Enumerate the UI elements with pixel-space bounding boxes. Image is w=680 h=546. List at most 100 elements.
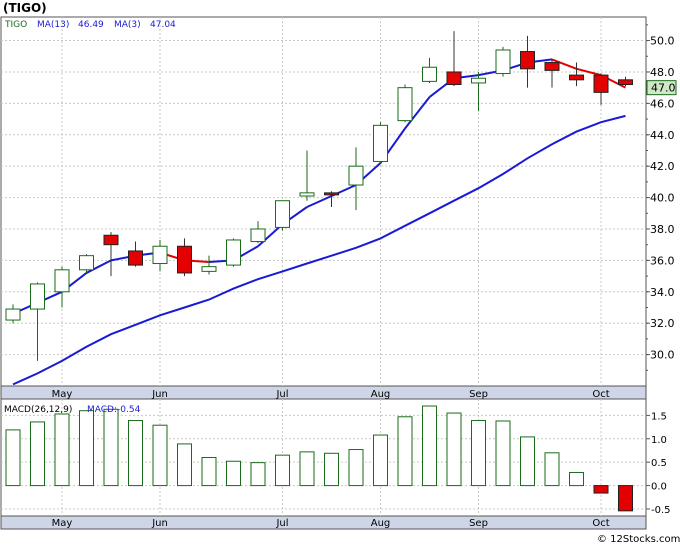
candle-body-up [299,192,315,197]
price-gridlines [1,17,646,386]
macd-axis-ticks: 1.5 1.0 0.5 0.0 -0.5 [646,411,671,516]
last-price-label: 47.0 [651,82,676,95]
ma3-line-segment [306,195,332,208]
price-panel-frame [0,16,647,387]
macd-title: MACD(26,12,9) [4,405,72,415]
macd-bar [128,420,143,487]
ma3-line-segment [551,58,577,70]
macd-bars [5,405,633,512]
macd-tick-label: 0.0 [651,482,667,493]
price-tick-label: 50.0 [650,35,675,48]
price-month-label: Oct [592,389,609,400]
price-tick-label: 38.0 [650,223,675,236]
month-labels: May May Jun Jun Jul Jul Aug Aug Sep Sep Oct Oct [52,389,610,529]
ma3-line-segment [257,223,284,247]
macd-gridlines [1,399,646,516]
price-tick-label: 36.0 [650,254,675,267]
macd-bar [618,485,633,512]
price-tick-label: 30.0 [650,349,675,362]
candle-body-up [422,66,437,82]
macd-tick-label: 1.5 [651,411,667,422]
price-month-band [0,385,647,400]
price-tick-label: 48.0 [650,66,675,79]
price-tick-label: 44.0 [650,129,675,142]
legend-ma13-value: 46.49 [78,20,104,30]
macd-bar [103,408,119,487]
ma3-line-segment [86,259,112,274]
macd-tick-label: 1.0 [651,435,667,446]
macd-tick-label: 0.5 [651,458,667,469]
price-tick-label: 40.0 [650,192,675,205]
macd-bar [299,451,315,487]
price-tick-label: 46.0 [650,97,675,110]
macd-bar [201,457,217,487]
price-month-label: May [52,389,73,400]
candle-body-up [79,255,94,271]
macd-bar [250,462,266,487]
candle-body-down [177,245,192,274]
candle-body-down [569,74,584,81]
candle-body-up [5,308,21,321]
legend-symbol: TIGO [4,20,27,30]
candle-body-down [618,79,633,86]
candle-body-up [275,200,290,228]
candle-body-up [495,49,511,75]
candle-body-up [348,165,364,186]
macd-bar [520,436,535,487]
price-axis-ticks: 50.0 48.0 46.0 44.0 42.0 40.0 38.0 36.0 34.0 32.0… [646,24,675,371]
macd-bar [5,429,21,487]
macd-month-label: Aug [371,518,391,529]
macd-value-label: MACD:-0.54 [87,405,141,415]
candle-body-up [152,245,168,265]
macd-bar [544,452,560,487]
macd-bar [324,452,339,487]
candle-body-up [54,269,70,293]
macd-month-label: Jun [151,518,168,529]
candle-body-up [250,228,266,243]
candle-body-up [471,77,486,84]
macd-month-label: May [52,518,73,529]
macd-bar [593,485,609,494]
candle-body-down [544,62,560,71]
candle-body-down [446,71,462,86]
candlesticks [5,31,633,361]
candle-body-down [103,234,119,246]
macd-tick-label: -0.5 [651,505,671,516]
candle-body-down [128,250,143,266]
candle-body-up [201,266,217,272]
candle-body-down [593,74,609,93]
price-month-label: Jul [275,389,288,400]
price-tick-label: 32.0 [650,317,675,330]
ma13-line [12,114,626,386]
candle-body-up [226,239,241,266]
macd-bar [275,454,290,487]
candle-body-down [520,51,535,70]
macd-month-label: Sep [469,518,488,529]
macd-bar [471,420,486,487]
macd-bar [397,416,413,487]
macd-bar [30,421,45,487]
chart-title: (TIGO) [3,1,47,15]
legend-ma13-label: MA(13) [37,20,69,30]
last-price-box [646,80,677,96]
legend-ma3-value: 47.04 [150,20,176,30]
macd-bar [226,460,241,487]
macd-bar [348,449,364,487]
ma3-line-segment [404,96,431,130]
macd-bar [54,413,70,487]
candle-body-down [324,192,339,196]
candle-body-up [373,124,388,162]
ma13-line-layer [12,114,626,386]
ma3-line-segment [576,67,602,77]
macd-bar [446,412,462,487]
macd-bar [152,424,168,487]
price-month-label: Sep [469,389,488,400]
macd-bar [177,443,192,487]
macd-bar [495,420,511,487]
price-tick-label: 34.0 [650,286,675,299]
legend-ma3-label: MA(3) [114,20,141,30]
macd-month-label: Jul [275,518,288,529]
macd-bar [422,405,437,487]
price-month-label: Aug [371,389,391,400]
